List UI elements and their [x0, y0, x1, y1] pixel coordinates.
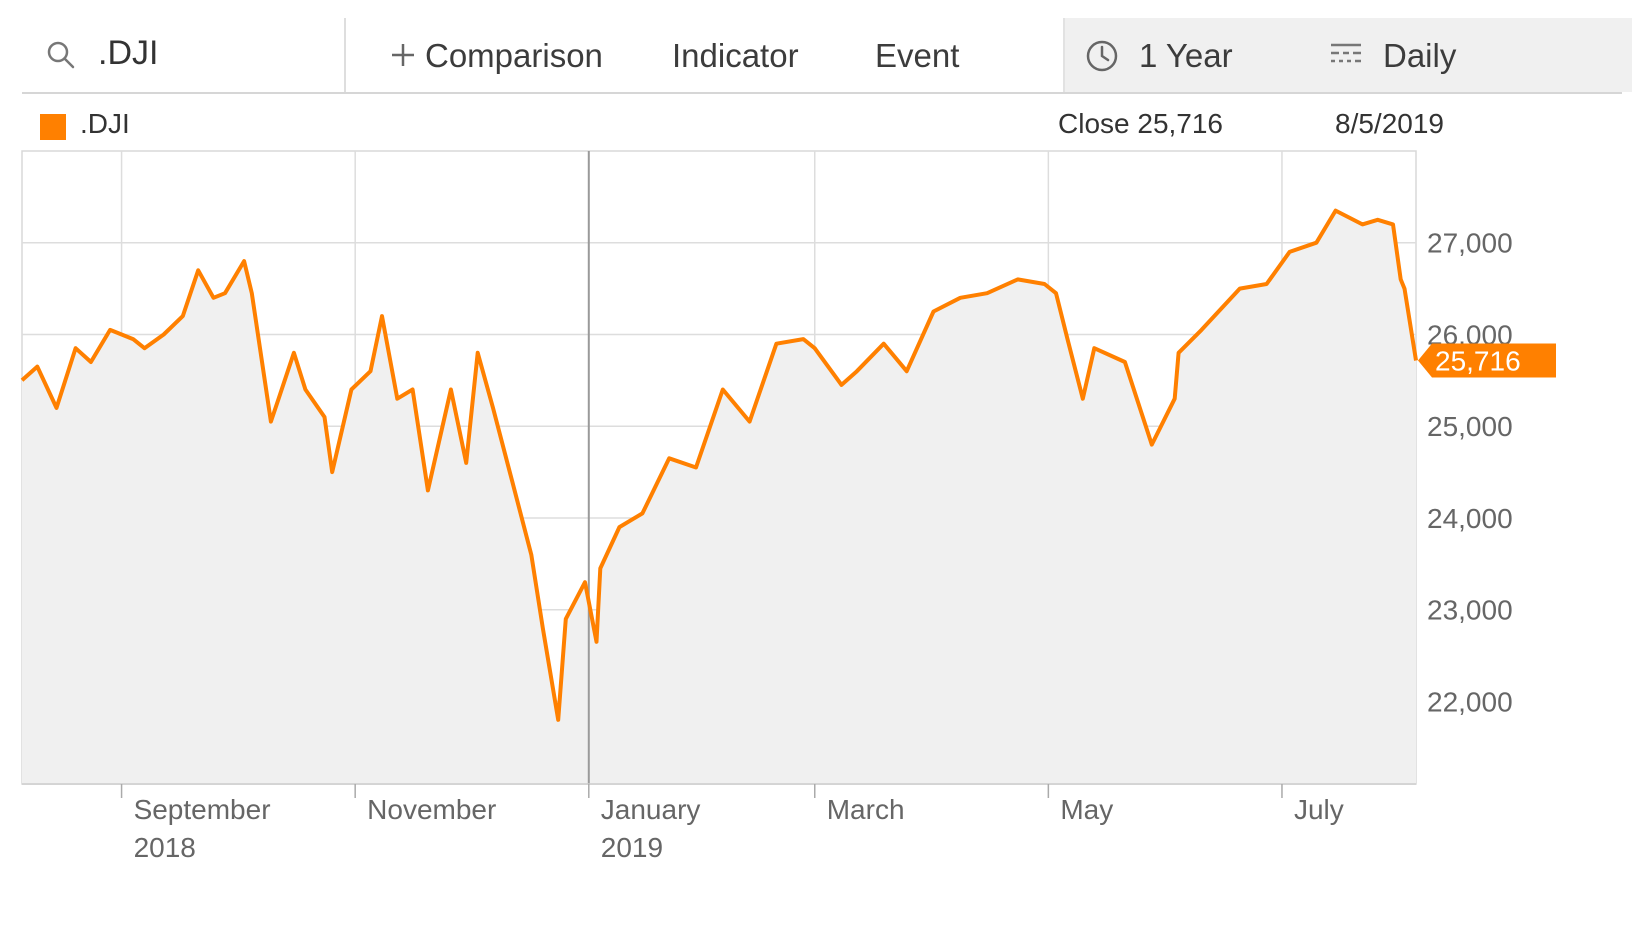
y-tick-label: 24,000: [1427, 503, 1513, 534]
clock-icon[interactable]: [1085, 39, 1119, 73]
y-tick-label: 25,000: [1427, 411, 1513, 442]
x-tick-label: January: [601, 794, 701, 825]
comparison-button[interactable]: Comparison: [425, 37, 603, 74]
x-tick-sublabel: 2018: [134, 832, 196, 863]
x-tick-label: November: [367, 794, 496, 825]
interval-selector[interactable]: Daily: [1383, 37, 1457, 74]
x-tick-label: March: [827, 794, 905, 825]
search-input-value[interactable]: .DJI: [98, 34, 159, 72]
last-value-badge: [1418, 343, 1556, 378]
range-selector[interactable]: 1 Year: [1139, 37, 1233, 74]
y-tick-label: 23,000: [1427, 595, 1513, 626]
plus-icon[interactable]: [388, 40, 418, 70]
event-button[interactable]: Event: [875, 37, 960, 74]
series-line-dji[interactable]: [20, 208, 1418, 722]
close-readout: Close 25,716: [1058, 108, 1224, 139]
x-tick-label: July: [1294, 794, 1344, 825]
y-tick-label: 27,000: [1427, 228, 1513, 259]
symbol-search[interactable]: .DJI: [22, 18, 346, 92]
search-icon: [47, 41, 75, 69]
y-tick-label: 22,000: [1427, 686, 1513, 717]
x-tick-sublabel: 2019: [601, 832, 663, 863]
date-readout: 8/5/2019: [1335, 108, 1444, 139]
x-tick-label: September: [134, 794, 271, 825]
chart-toolbar: .DJI Comparison Indicator Event 1 Year D…: [22, 18, 1632, 94]
indicator-button[interactable]: Indicator: [672, 37, 799, 74]
x-tick-label: May: [1060, 794, 1113, 825]
series-area: [22, 210, 1416, 785]
interval-icon[interactable]: [1329, 40, 1363, 70]
last-value-label: 25,716: [1435, 346, 1521, 377]
legend-swatch: [40, 114, 66, 140]
legend-symbol: .DJI: [80, 108, 130, 139]
time-settings-panel: 1 Year Daily: [1063, 18, 1632, 92]
